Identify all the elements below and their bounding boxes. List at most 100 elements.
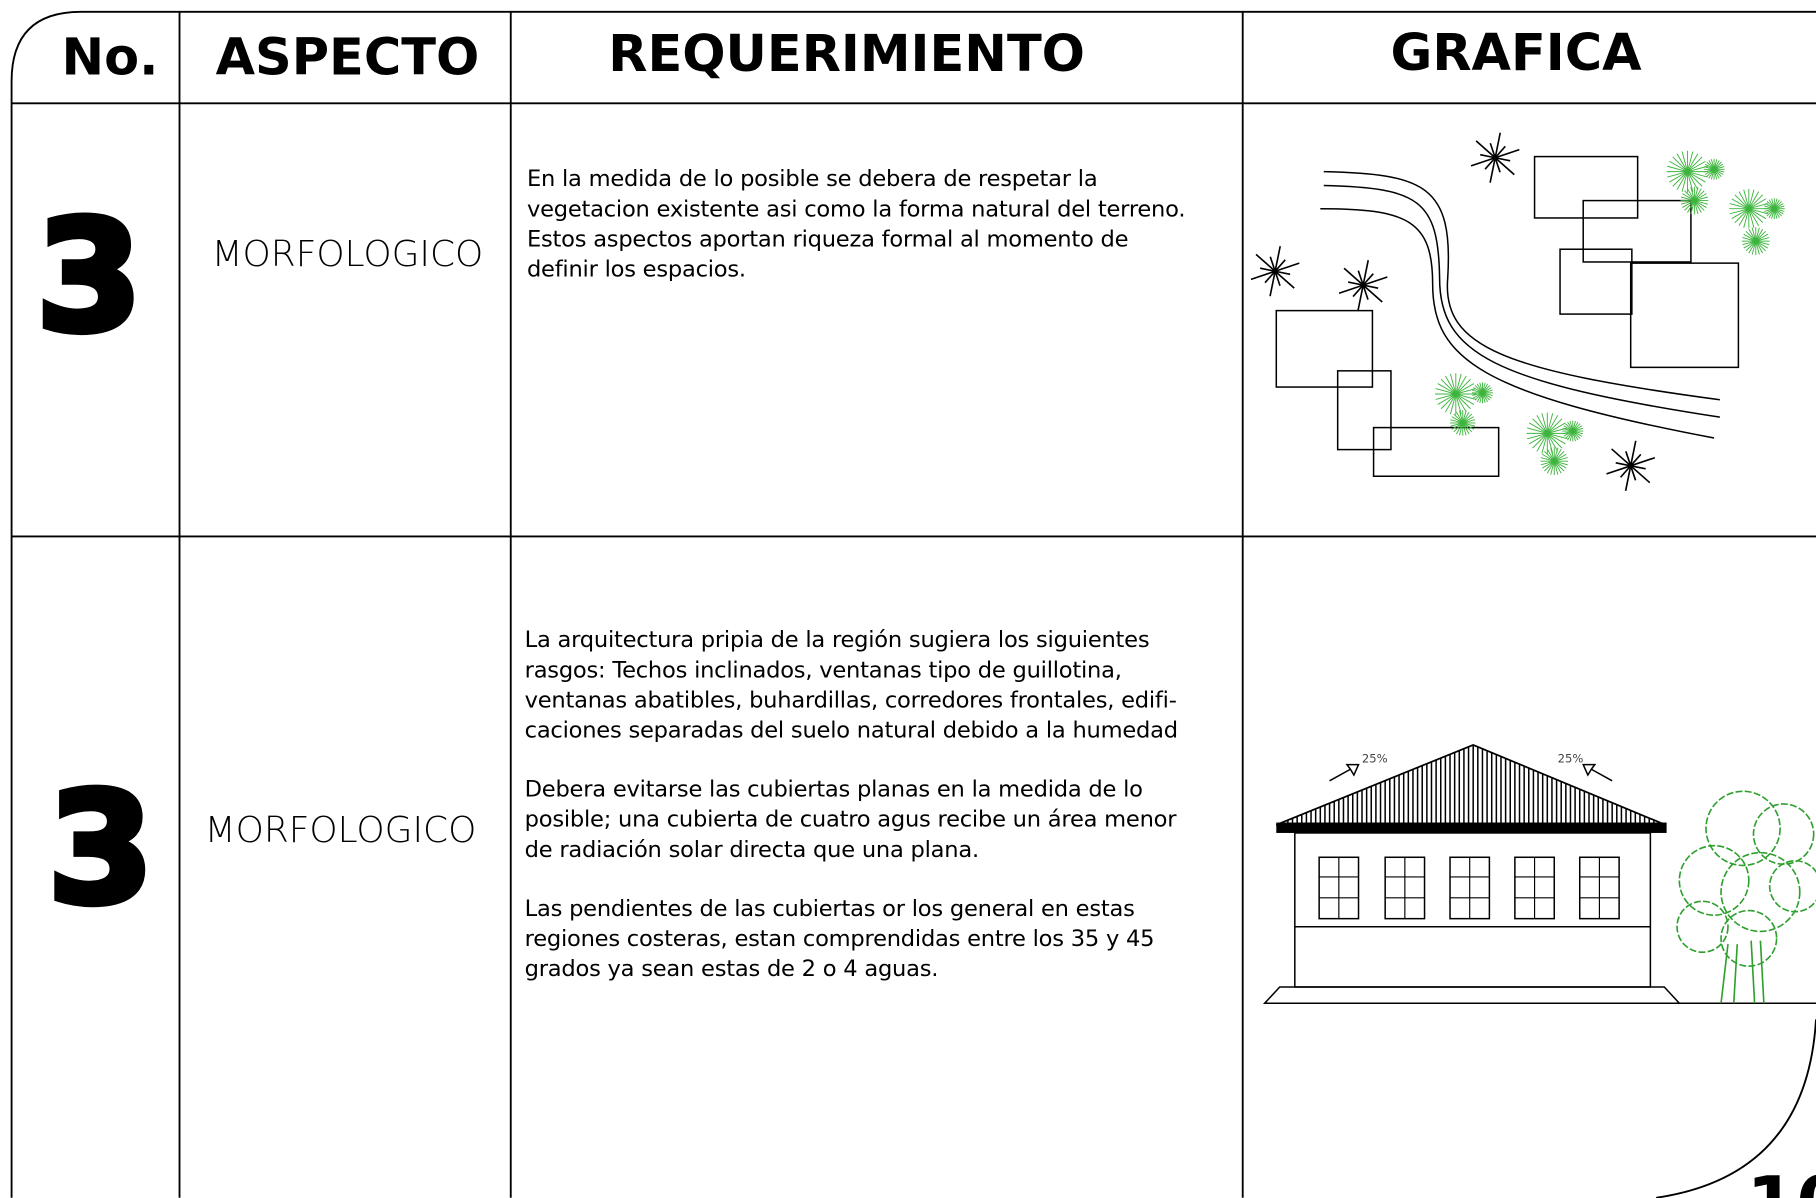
plant-stroke [1449,373,1457,395]
plant-stroke [1444,393,1457,413]
plant-stroke [1357,284,1364,311]
plant-stroke [1748,208,1760,226]
plant-stroke [1462,422,1475,430]
plant-stroke [1553,460,1562,474]
plant-stroke [1694,200,1708,205]
plant-stroke [1694,200,1705,211]
plant-stroke [1751,241,1757,255]
plant-stroke [1748,189,1755,209]
plant-stroke [1731,198,1750,210]
plant-stroke [1629,465,1637,481]
house-elevation: 25% 25% [1262,743,1816,1004]
slope-label: 25% [1362,751,1388,765]
plant-stroke [1455,422,1464,435]
plant-stroke [1751,227,1757,242]
header-cell: REQUERIMIENTO [608,25,1085,84]
row-number: 3 [36,188,142,366]
plant-stroke [1748,203,1768,210]
plant-stroke [1274,262,1300,273]
plant-stroke [1435,388,1456,395]
plant-stroke [1529,422,1548,434]
plant-stroke [1681,171,1688,192]
plant-stroke [1742,240,1756,246]
plant-stroke [1743,189,1750,209]
plant-stroke [1462,422,1470,435]
plant-stroke [1455,378,1471,395]
plant-stroke [1455,375,1467,395]
plant-stroke [1755,228,1764,242]
requirement-line: de radiación solar directa que una plana… [525,837,979,863]
plant-stroke [1619,465,1632,478]
plant-stroke [1274,259,1286,272]
plant-stroke [1676,171,1688,190]
plant-stroke [1553,461,1559,475]
plant-stroke [1494,157,1501,173]
plant-stroke [1455,388,1477,395]
plant-stroke [1742,237,1756,242]
plant-stroke [1755,230,1766,242]
requirement-line: En la medida de lo posible se debera de … [527,166,1097,192]
plant-stroke [1546,415,1559,434]
requirement-line: ventanas abatibles, buhardillas, corredo… [525,687,1177,713]
plant-stroke [1624,465,1632,491]
plant-stroke [1455,393,1471,410]
plant-stroke [1462,422,1467,436]
plant-stroke [1682,200,1695,208]
plant-stroke [1745,240,1757,252]
plant-stroke [1541,433,1548,454]
plant-stroke [1546,460,1555,474]
tree-foliage [1720,851,1801,933]
plant-stroke [1462,416,1475,424]
plant-stroke [1625,451,1632,467]
plant-stroke [1362,273,1374,286]
plant-stroke [1541,413,1548,434]
plant-stroke [1489,142,1496,158]
plant-stroke [1540,457,1555,462]
plant-stroke [1611,448,1632,467]
plant-stroke [1362,284,1379,289]
plant-stroke [1748,198,1767,210]
requirement-line: definir los espacios. [527,257,746,283]
plant-stroke [1362,276,1388,286]
plant-stroke [1687,171,1708,178]
tree-trunk [1750,940,1756,1004]
table-border [10,10,1816,1198]
plant-stroke [1748,228,1757,242]
plant-stroke [1687,160,1706,173]
plant-stroke [1527,432,1548,440]
requirement-line: rasgos: Techos inclinados, ventanas tipo… [525,657,1122,683]
plant-stroke [1455,393,1475,405]
plant-stroke [1482,389,1493,394]
plant-stroke [1455,373,1462,395]
corner-arc [1656,1019,1816,1198]
plant-stroke [1713,166,1725,170]
tree-foliage [1720,909,1778,967]
plant-stroke [1529,432,1548,445]
plant-stroke [1494,148,1520,159]
plant-stroke [1755,241,1760,255]
plant-stroke [1755,240,1766,252]
plant-stroke [1743,233,1757,242]
plant-stroke [1667,165,1688,173]
plant-stroke [1694,190,1705,201]
plant-stroke [1554,457,1568,462]
tree-trunk [1732,944,1739,1004]
plant-stroke [1343,267,1364,286]
plant-stroke [1462,413,1473,424]
plant-stroke [1669,160,1688,173]
plant-stroke [1690,187,1695,201]
plant-stroke [1748,208,1767,219]
plant-stroke [1748,208,1755,228]
plant-stroke [1494,132,1502,158]
page-number: 10 [1747,1161,1816,1198]
plant-stroke [1459,410,1464,424]
plant-stroke [1484,157,1496,170]
plant-stroke [1687,153,1699,172]
plant-stroke [1686,171,1694,192]
plant-stroke [1547,432,1568,440]
requirement-line: posible; una cubierta de cuatro agus rec… [525,807,1178,833]
plant-stroke [1672,156,1688,172]
plant-stroke [1455,383,1475,395]
plant-stroke [1546,413,1554,434]
